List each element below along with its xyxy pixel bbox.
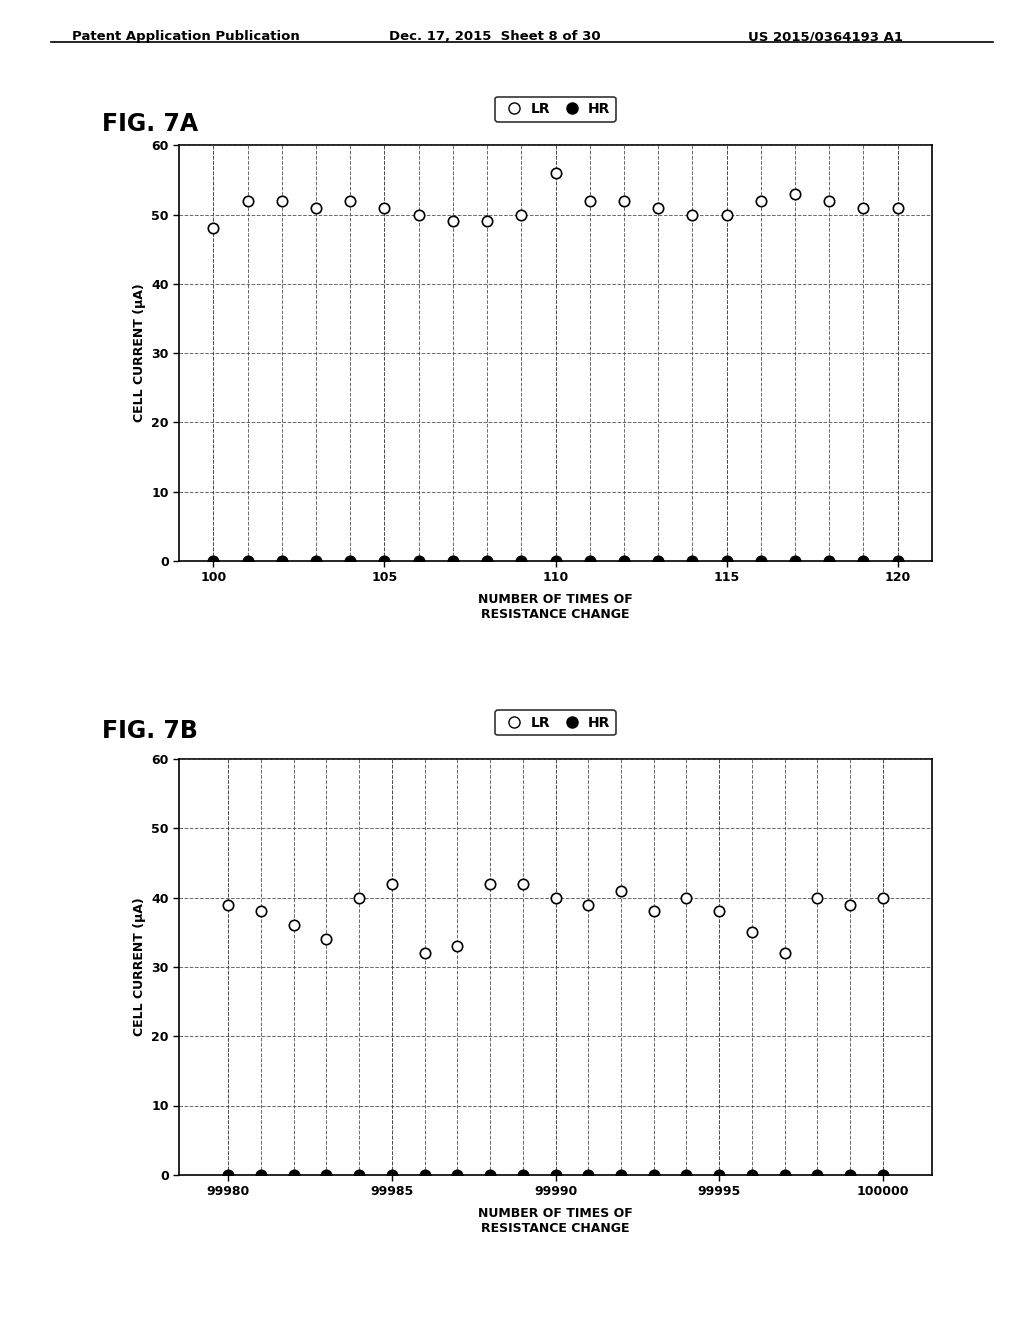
- Point: [417, 1164, 433, 1185]
- Text: FIG. 7B: FIG. 7B: [102, 719, 199, 743]
- Point: [874, 887, 891, 908]
- Point: [513, 550, 529, 572]
- Point: [842, 1164, 858, 1185]
- Point: [719, 203, 735, 224]
- Point: [711, 1164, 727, 1185]
- Point: [342, 550, 358, 572]
- Point: [612, 880, 629, 902]
- Y-axis label: CELL CURRENT (μA): CELL CURRENT (μA): [133, 284, 145, 422]
- Point: [351, 1164, 368, 1185]
- Point: [286, 915, 302, 936]
- Point: [376, 550, 392, 572]
- Point: [582, 190, 598, 211]
- Point: [515, 1164, 531, 1185]
- Point: [547, 162, 563, 183]
- Point: [515, 874, 531, 895]
- Point: [308, 197, 325, 218]
- Point: [318, 1164, 335, 1185]
- Point: [450, 936, 466, 957]
- Text: US 2015/0364193 A1: US 2015/0364193 A1: [748, 30, 902, 44]
- Point: [711, 900, 727, 921]
- Point: [444, 550, 461, 572]
- Point: [615, 190, 632, 211]
- Point: [684, 203, 700, 224]
- Point: [479, 211, 496, 232]
- X-axis label: NUMBER OF TIMES OF
RESISTANCE CHANGE: NUMBER OF TIMES OF RESISTANCE CHANGE: [478, 593, 633, 620]
- Point: [308, 550, 325, 572]
- Point: [411, 203, 427, 224]
- Point: [855, 197, 871, 218]
- Point: [821, 190, 838, 211]
- Point: [678, 887, 694, 908]
- Point: [482, 1164, 499, 1185]
- Point: [776, 1164, 793, 1185]
- Point: [273, 550, 290, 572]
- Point: [684, 550, 700, 572]
- Point: [240, 190, 256, 211]
- Text: Patent Application Publication: Patent Application Publication: [72, 30, 299, 44]
- Point: [582, 550, 598, 572]
- Point: [645, 900, 662, 921]
- Point: [318, 929, 335, 950]
- Point: [286, 1164, 302, 1185]
- Point: [482, 874, 499, 895]
- Point: [513, 203, 529, 224]
- Legend: LR, HR: LR, HR: [495, 96, 616, 121]
- Point: [411, 550, 427, 572]
- Point: [743, 921, 760, 942]
- Point: [444, 211, 461, 232]
- Text: FIG. 7A: FIG. 7A: [102, 112, 199, 136]
- Point: [205, 218, 221, 239]
- Point: [743, 1164, 760, 1185]
- Point: [776, 942, 793, 964]
- Text: Dec. 17, 2015  Sheet 8 of 30: Dec. 17, 2015 Sheet 8 of 30: [389, 30, 601, 44]
- Point: [650, 550, 667, 572]
- X-axis label: NUMBER OF TIMES OF
RESISTANCE CHANGE: NUMBER OF TIMES OF RESISTANCE CHANGE: [478, 1206, 633, 1234]
- Legend: LR, HR: LR, HR: [495, 710, 616, 735]
- Point: [548, 1164, 564, 1185]
- Point: [890, 550, 906, 572]
- Point: [580, 1164, 596, 1185]
- Point: [821, 550, 838, 572]
- Point: [417, 942, 433, 964]
- Point: [547, 550, 563, 572]
- Point: [273, 190, 290, 211]
- Point: [479, 550, 496, 572]
- Point: [351, 887, 368, 908]
- Point: [220, 1164, 237, 1185]
- Point: [719, 550, 735, 572]
- Point: [450, 1164, 466, 1185]
- Point: [809, 887, 825, 908]
- Point: [786, 550, 803, 572]
- Point: [220, 894, 237, 915]
- Point: [842, 894, 858, 915]
- Point: [645, 1164, 662, 1185]
- Point: [580, 894, 596, 915]
- Point: [205, 550, 221, 572]
- Point: [650, 197, 667, 218]
- Point: [753, 550, 769, 572]
- Point: [384, 874, 400, 895]
- Point: [874, 1164, 891, 1185]
- Point: [240, 550, 256, 572]
- Point: [615, 550, 632, 572]
- Point: [342, 190, 358, 211]
- Point: [786, 183, 803, 205]
- Point: [253, 900, 269, 921]
- Point: [809, 1164, 825, 1185]
- Point: [384, 1164, 400, 1185]
- Point: [253, 1164, 269, 1185]
- Point: [753, 190, 769, 211]
- Point: [548, 887, 564, 908]
- Point: [612, 1164, 629, 1185]
- Point: [678, 1164, 694, 1185]
- Y-axis label: CELL CURRENT (μA): CELL CURRENT (μA): [133, 898, 145, 1036]
- Point: [376, 197, 392, 218]
- Point: [890, 197, 906, 218]
- Point: [855, 550, 871, 572]
